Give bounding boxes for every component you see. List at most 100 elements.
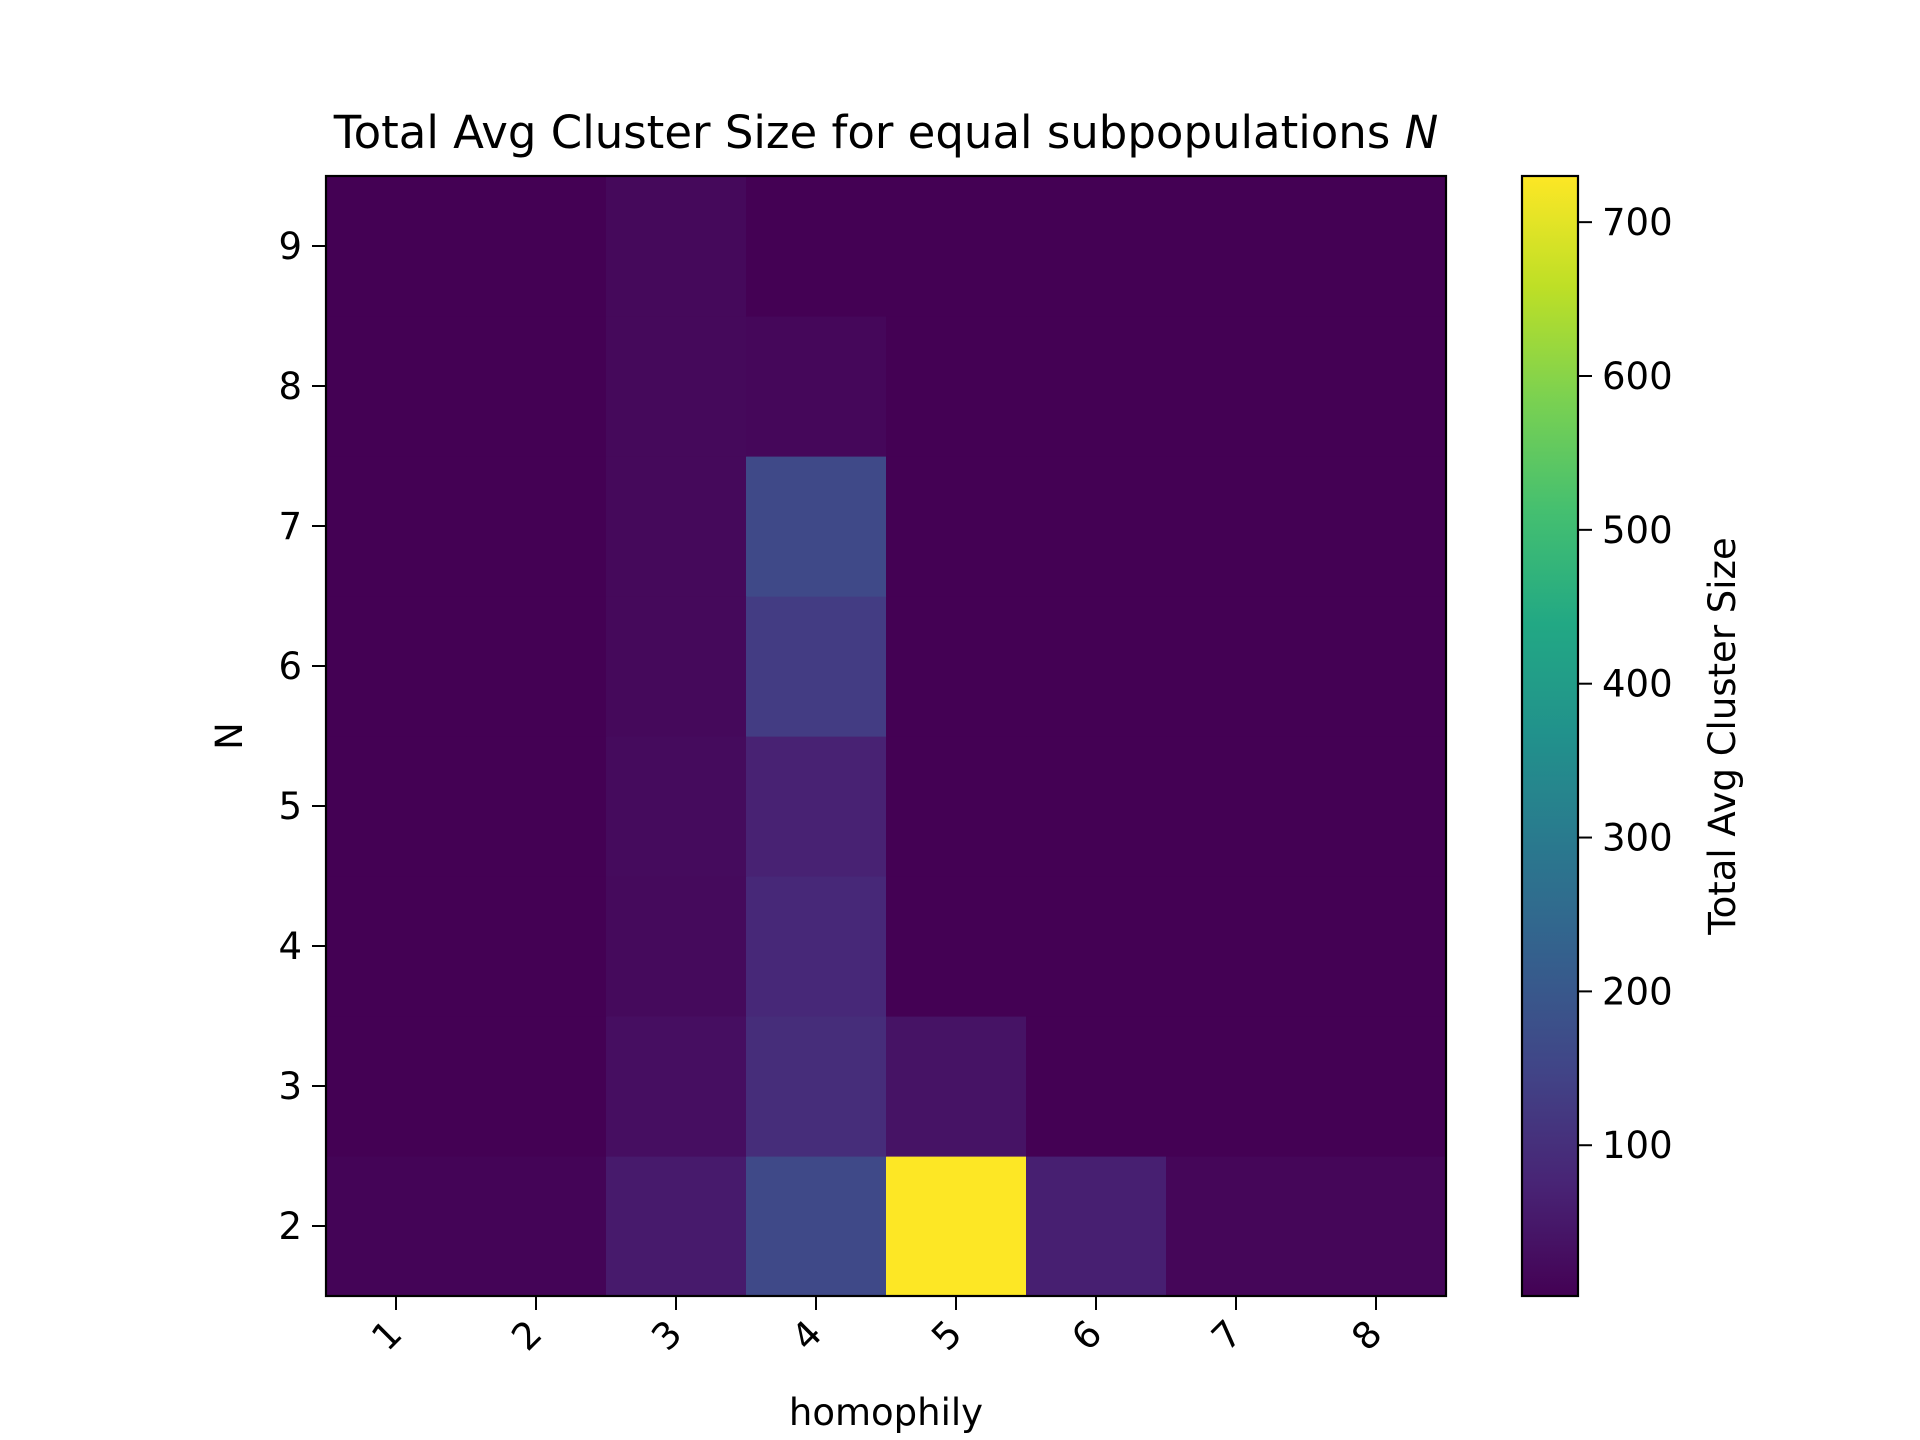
heatmap-cell <box>606 876 747 1017</box>
heatmap-cell <box>1166 596 1307 737</box>
heatmap-cell <box>606 736 747 877</box>
y-tick-label: 7 <box>278 505 302 548</box>
heatmap-cell <box>886 596 1027 737</box>
y-axis-ticks: 2 3 4 5 6 7 8 9 <box>278 225 326 1248</box>
heatmap-cell <box>746 1016 887 1157</box>
heatmap-cell <box>466 456 607 597</box>
x-tick-label: 8 <box>1343 1312 1390 1359</box>
y-tick-label: 8 <box>278 365 302 408</box>
colorbar-tick-label: 400 <box>1602 663 1673 706</box>
colorbar-tick-label: 100 <box>1602 1124 1673 1167</box>
heatmap-cell <box>886 456 1027 597</box>
heatmap-cell <box>326 596 467 737</box>
colorbar <box>1520 174 1580 1298</box>
y-tick-label: 3 <box>278 1065 302 1108</box>
heatmap-cell <box>606 176 747 317</box>
heatmap-cell <box>1166 1156 1307 1297</box>
heatmap-cell <box>606 456 747 597</box>
heatmap-cell <box>466 736 607 877</box>
heatmap-cell <box>326 456 467 597</box>
heatmap-cell <box>1026 876 1167 1017</box>
heatmap-cell <box>1306 1156 1447 1297</box>
heatmap-cell <box>1306 736 1447 877</box>
heatmap-cell <box>1166 736 1307 877</box>
x-tick-label: 2 <box>503 1312 550 1359</box>
heatmap-cell <box>326 176 467 317</box>
heatmap-cell <box>886 1016 1027 1157</box>
x-axis-label: homophily <box>789 1391 983 1434</box>
x-tick-label: 4 <box>783 1312 830 1359</box>
colorbar-label: Total Avg Cluster Size <box>1701 537 1744 936</box>
heatmap-cell <box>746 176 887 317</box>
heatmap-cell <box>466 876 607 1017</box>
heatmap-cell <box>326 1156 467 1297</box>
heatmap-cell <box>1026 736 1167 877</box>
heatmap-cell <box>886 316 1027 457</box>
heatmap-cell <box>1026 176 1167 317</box>
y-tick-label: 4 <box>278 925 302 968</box>
heatmap-cell <box>1026 316 1167 457</box>
colorbar-tick-label: 300 <box>1602 817 1673 860</box>
heatmap-cell <box>466 596 607 737</box>
chart-title: Total Avg Cluster Size for equal subpopu… <box>333 106 1439 159</box>
y-tick-label: 6 <box>278 645 302 688</box>
heatmap-cell <box>746 1156 887 1297</box>
heatmap-cell <box>1026 1016 1167 1157</box>
heatmap-cell <box>746 736 887 877</box>
heatmap-cell <box>1166 1016 1307 1157</box>
heatmap-cell <box>1026 1156 1167 1297</box>
colorbar-tick-label: 600 <box>1602 355 1673 398</box>
colorbar-tick-label: 700 <box>1602 201 1673 244</box>
heatmap-cell <box>326 876 467 1017</box>
heatmap-cell <box>466 1016 607 1157</box>
title-symbol: N <box>1405 106 1439 159</box>
heatmap-cell <box>1306 456 1447 597</box>
x-axis-ticks: 1 2 3 4 5 6 7 8 <box>363 1296 1390 1359</box>
colorbar-ticks: 100 200 300 400 500 600 700 <box>1578 201 1673 1167</box>
y-tick-label: 9 <box>278 225 302 268</box>
heatmap-cell <box>1026 456 1167 597</box>
heatmap-cell <box>1306 876 1447 1017</box>
x-tick-label: 7 <box>1203 1312 1250 1359</box>
heatmap-cell <box>1166 876 1307 1017</box>
heatmap-cell <box>466 176 607 317</box>
title-main: Total Avg Cluster Size for equal subpopu… <box>333 106 1391 159</box>
y-axis-label: N <box>208 722 251 750</box>
heatmap-cell <box>886 1156 1027 1297</box>
heatmap-cell <box>326 736 467 877</box>
colorbar-tick-label: 200 <box>1602 970 1673 1013</box>
heatmap-cell <box>1026 596 1167 737</box>
y-tick-label: 5 <box>278 785 302 828</box>
heatmap-cell <box>1166 176 1307 317</box>
heatmap-cell <box>886 736 1027 877</box>
x-tick-label: 1 <box>363 1312 410 1359</box>
plot-frame <box>324 174 1448 1298</box>
heatmap-cell <box>746 876 887 1017</box>
heatmap-cell <box>606 1016 747 1157</box>
heatmap-cell <box>746 316 887 457</box>
heatmap-cell <box>1306 176 1447 317</box>
colorbar-tick-label: 500 <box>1602 509 1673 552</box>
heatmap-cell <box>1306 1016 1447 1157</box>
heatmap-cell <box>606 316 747 457</box>
heatmap-cell <box>886 176 1027 317</box>
x-tick-label: 5 <box>923 1312 970 1359</box>
heatmap-cell <box>466 1156 607 1297</box>
heatmap-cell <box>1166 456 1307 597</box>
y-tick-label: 2 <box>278 1205 302 1248</box>
heatmap-cell <box>1306 596 1447 737</box>
x-tick-label: 6 <box>1063 1312 1110 1359</box>
heatmap-cell <box>746 456 887 597</box>
x-tick-label: 3 <box>643 1312 690 1359</box>
heatmap-cell <box>326 1016 467 1157</box>
heatmap-cell <box>1166 316 1307 457</box>
heatmap-cell <box>326 316 467 457</box>
heatmap-cell <box>466 316 607 457</box>
heatmap-cell <box>606 596 747 737</box>
heatmap-cell <box>1306 316 1447 457</box>
heatmap-cell <box>746 596 887 737</box>
heatmap-cell <box>606 1156 747 1297</box>
heatmap-cells <box>326 176 1447 1297</box>
heatmap-cell <box>886 876 1027 1017</box>
